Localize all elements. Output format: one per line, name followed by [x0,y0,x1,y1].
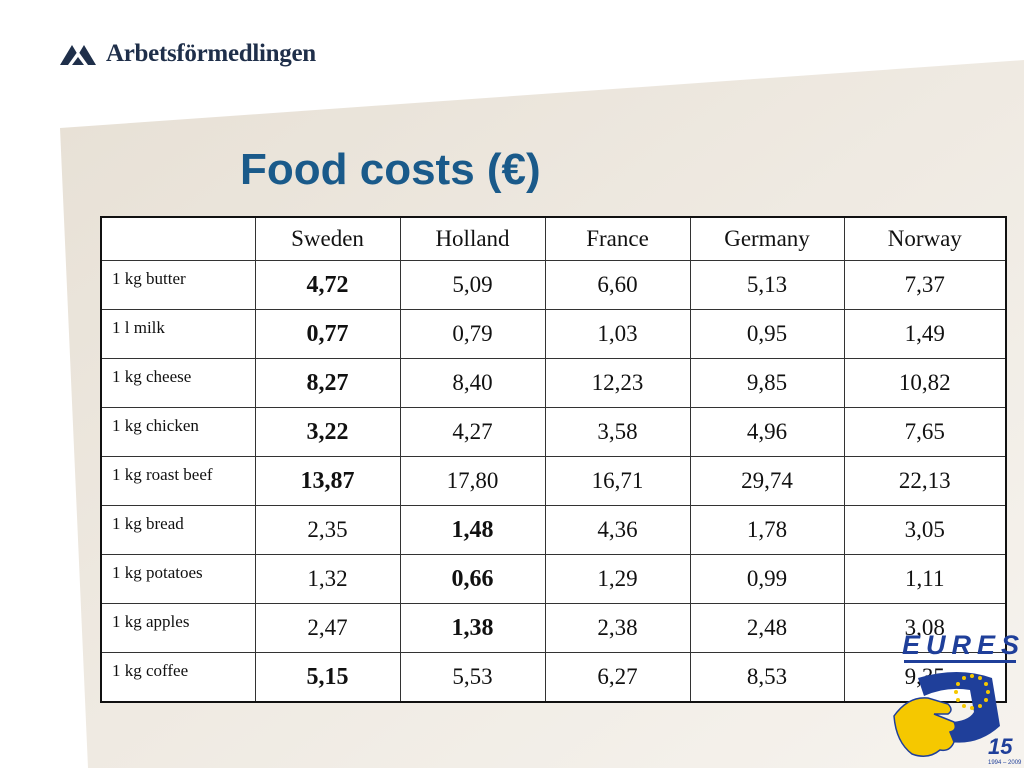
item-cell: 1 kg apples [100,603,256,653]
price-cell: 4,96 [689,407,845,457]
table-row: 1 kg butter 4,72 5,09 6,60 5,13 7,37 [100,260,1007,310]
price-cell: 1,48 [399,505,546,555]
header-cell: Sweden [254,216,401,261]
table-row: 1 kg bread 2,35 1,48 4,36 1,78 3,05 [100,505,1007,555]
price-cell: 12,23 [544,358,691,408]
page-title: Food costs (€) [240,145,541,194]
price-cell: 5,15 [254,652,401,703]
price-cell: 8,27 [254,358,401,408]
price-cell: 3,58 [544,407,691,457]
item-cell: 1 l milk [100,309,256,359]
price-cell: 10,82 [843,358,1007,408]
price-cell: 0,79 [399,309,546,359]
price-cell: 0,77 [254,309,401,359]
header-cell: Germany [689,216,845,261]
price-cell: 0,99 [689,554,845,604]
table-row: 1 kg apples 2,47 1,38 2,38 2,48 3,08 [100,603,1007,653]
eures-logo-text: EURES [902,630,1024,660]
price-cell: 4,72 [254,260,401,310]
price-cell: 8,53 [689,652,845,703]
header-cell: Norway [843,216,1007,261]
price-cell: 29,74 [689,456,845,506]
item-cell: 1 kg chicken [100,407,256,457]
price-cell: 3,22 [254,407,401,457]
table-row: 1 kg roast beef 13,87 17,80 16,71 29,74 22,13 [100,456,1007,506]
price-cell: 8,40 [399,358,546,408]
item-cell: 1 kg roast beef [100,456,256,506]
food-costs-table: Sweden Holland France Germany Norway 1 k… [100,216,1007,703]
header-cell: Holland [399,216,546,261]
price-cell: 13,87 [254,456,401,506]
price-cell: 2,38 [544,603,691,653]
price-cell: 22,13 [843,456,1007,506]
price-cell: 4,27 [399,407,546,457]
price-cell: 9,85 [689,358,845,408]
price-cell: 5,53 [399,652,546,703]
item-cell: 1 kg bread [100,505,256,555]
price-cell: 0,66 [399,554,546,604]
price-cell: 7,37 [843,260,1007,310]
item-cell: 1 kg coffee [100,652,256,703]
price-cell: 1,38 [399,603,546,653]
table-header-row: Sweden Holland France Germany Norway [100,216,1007,261]
price-cell: 2,48 [689,603,845,653]
header-cell [100,216,256,261]
price-cell: 1,49 [843,309,1007,359]
price-cell: 1,11 [843,554,1007,604]
price-cell: 16,71 [544,456,691,506]
logo-mark-icon [60,45,96,65]
table-row: 1 kg potatoes 1,32 0,66 1,29 0,99 1,11 [100,554,1007,604]
table-row: 1 kg chicken 3,22 4,27 3,58 4,96 7,65 [100,407,1007,457]
eures-anniversary-badge: 15 [988,734,1013,759]
price-cell: 1,29 [544,554,691,604]
price-cell: 3,08 [843,603,1007,653]
price-cell: 2,47 [254,603,401,653]
table-row: 1 l milk 0,77 0,79 1,03 0,95 1,49 [100,309,1007,359]
price-cell: 4,36 [544,505,691,555]
price-cell: 5,13 [689,260,845,310]
price-cell: 1,78 [689,505,845,555]
header-cell: France [544,216,691,261]
price-cell: 6,60 [544,260,691,310]
price-cell: 0,95 [689,309,845,359]
item-cell: 1 kg potatoes [100,554,256,604]
price-cell: 1,32 [254,554,401,604]
table-row: 1 kg cheese 8,27 8,40 12,23 9,85 10,82 [100,358,1007,408]
price-cell: 2,35 [254,505,401,555]
item-cell: 1 kg cheese [100,358,256,408]
price-cell: 5,09 [399,260,546,310]
price-cell: 17,80 [399,456,546,506]
item-cell: 1 kg butter [100,260,256,310]
price-cell: 6,27 [544,652,691,703]
eures-years: 1994 – 2009 [988,760,1022,766]
price-cell: 7,65 [843,407,1007,457]
price-cell: 1,03 [544,309,691,359]
eures-logo: EURES 15 1994 – 2009 [893,630,1024,766]
company-logo: Arbetsförmedlingen [58,36,316,72]
price-cell: 3,05 [843,505,1007,555]
logo-text: Arbetsförmedlingen [106,40,316,67]
